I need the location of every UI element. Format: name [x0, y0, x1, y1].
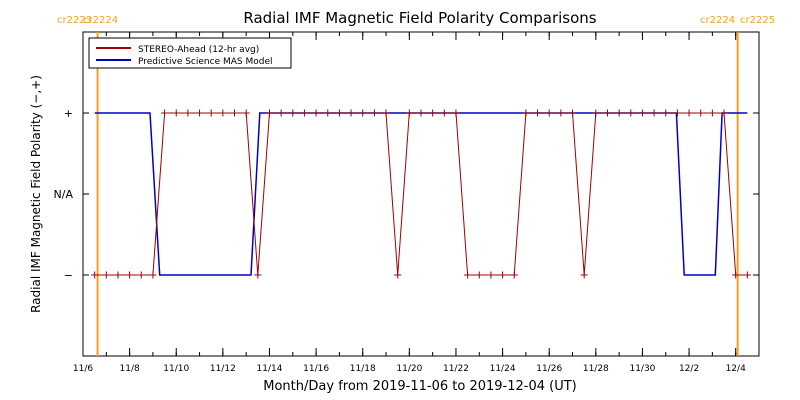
- carrington-label-right-2: cr2225: [740, 15, 775, 26]
- stereo-point: [638, 109, 646, 117]
- stereo-point: [580, 271, 588, 279]
- stereo-point: [207, 109, 215, 117]
- x-tick-label: 11/30: [629, 364, 655, 374]
- stereo-point: [429, 109, 437, 117]
- legend-box: [88, 37, 292, 69]
- stereo-point: [603, 109, 611, 117]
- y-tick-label: −: [64, 269, 73, 282]
- stereo-point: [347, 109, 355, 117]
- x-tick-label: 11/16: [303, 364, 329, 374]
- stereo-point: [102, 271, 110, 279]
- x-tick-label: 11/20: [396, 364, 422, 374]
- series-line-model: [94, 112, 748, 276]
- carrington-lines: [96, 32, 739, 356]
- x-tick-label: 11/28: [583, 364, 609, 374]
- stereo-point: [324, 109, 332, 117]
- stereo-point: [673, 109, 681, 117]
- stereo-point: [662, 109, 670, 117]
- stereo-point: [289, 109, 297, 117]
- stereo-point: [126, 271, 134, 279]
- series-line-stereo: [94, 112, 748, 276]
- stereo-point: [697, 109, 705, 117]
- stereo-point: [394, 271, 402, 279]
- x-tick-label: 11/26: [536, 364, 562, 374]
- stereo-point: [359, 109, 367, 117]
- stereo-point: [231, 109, 239, 117]
- stereo-point: [265, 109, 273, 117]
- carrington-label-left-2: cr2224: [83, 15, 118, 26]
- x-tick-label: 11/12: [210, 364, 236, 374]
- stereo-point: [440, 109, 448, 117]
- stereo-point: [312, 109, 320, 117]
- stereo-point: [545, 109, 553, 117]
- x-tick-label: 11/18: [350, 364, 376, 374]
- legend-label-model: Predictive Science MAS Model: [138, 57, 273, 67]
- x-tick-label: 11/14: [257, 364, 283, 374]
- stereo-point: [475, 271, 483, 279]
- plot-frame: [82, 31, 760, 357]
- x-tick-label: 11/6: [73, 364, 93, 374]
- x-tick-label: 11/8: [120, 364, 140, 374]
- stereo-point: [650, 109, 658, 117]
- stereo-point: [161, 109, 169, 117]
- chart-title: Radial IMF Magnetic Field Polarity Compa…: [243, 9, 596, 27]
- x-tick-label: 11/22: [443, 364, 469, 374]
- stereo-point: [417, 109, 425, 117]
- stereo-point: [137, 271, 145, 279]
- x-tick-label: 12/4: [726, 364, 746, 374]
- x-axis-ticks: 11/6 11/8 11/10 11/12 11/14 11/16 11/18 11/20 11…: [73, 32, 746, 374]
- y-tick-label: +: [64, 107, 73, 120]
- stereo-point: [91, 271, 99, 279]
- stereo-point: [743, 271, 751, 279]
- stereo-point: [196, 109, 204, 117]
- legend: STEREO-Ahead (12-hr avg) Predictive Scie…: [88, 37, 292, 69]
- stereo-point: [277, 109, 285, 117]
- stereo-point: [510, 271, 518, 279]
- stereo-point: [382, 109, 390, 117]
- stereo-point: [708, 109, 716, 117]
- stereo-point: [219, 109, 227, 117]
- series-layer: [91, 109, 751, 279]
- stereo-point: [499, 271, 507, 279]
- y-axis-ticks: − N/A +: [54, 107, 759, 282]
- stereo-point: [242, 109, 250, 117]
- stereo-point: [370, 109, 378, 117]
- stereo-point: [522, 109, 530, 117]
- x-tick-label: 11/10: [163, 364, 189, 374]
- stereo-point: [534, 109, 542, 117]
- stereo-point: [720, 109, 728, 117]
- stereo-point: [114, 271, 122, 279]
- y-axis-label: Radial IMF Magnetic Field Polarity (−,+): [29, 75, 43, 313]
- x-axis-label: Month/Day from 2019-11-06 to 2019-12-04 …: [263, 379, 576, 394]
- stereo-point: [184, 109, 192, 117]
- stereo-point: [172, 109, 180, 117]
- stereo-point: [452, 109, 460, 117]
- y-tick-label: N/A: [54, 188, 74, 201]
- stereo-point: [149, 271, 157, 279]
- x-tick-label: 11/24: [490, 364, 516, 374]
- stereo-point: [405, 109, 413, 117]
- stereo-point: [487, 271, 495, 279]
- stereo-point: [464, 271, 472, 279]
- stereo-point: [592, 109, 600, 117]
- legend-label-stereo: STEREO-Ahead (12-hr avg): [138, 45, 259, 55]
- stereo-point: [569, 109, 577, 117]
- stereo-point: [300, 109, 308, 117]
- stereo-point: [627, 109, 635, 117]
- stereo-point: [615, 109, 623, 117]
- stereo-point: [557, 109, 565, 117]
- stereo-point: [254, 271, 262, 279]
- stereo-point: [732, 271, 740, 279]
- x-tick-label: 12/2: [679, 364, 699, 374]
- stereo-point: [335, 109, 343, 117]
- stereo-point: [685, 109, 693, 117]
- carrington-label-left-1: cr2223: [57, 15, 92, 26]
- carrington-label-right-1: cr2224: [700, 15, 735, 26]
